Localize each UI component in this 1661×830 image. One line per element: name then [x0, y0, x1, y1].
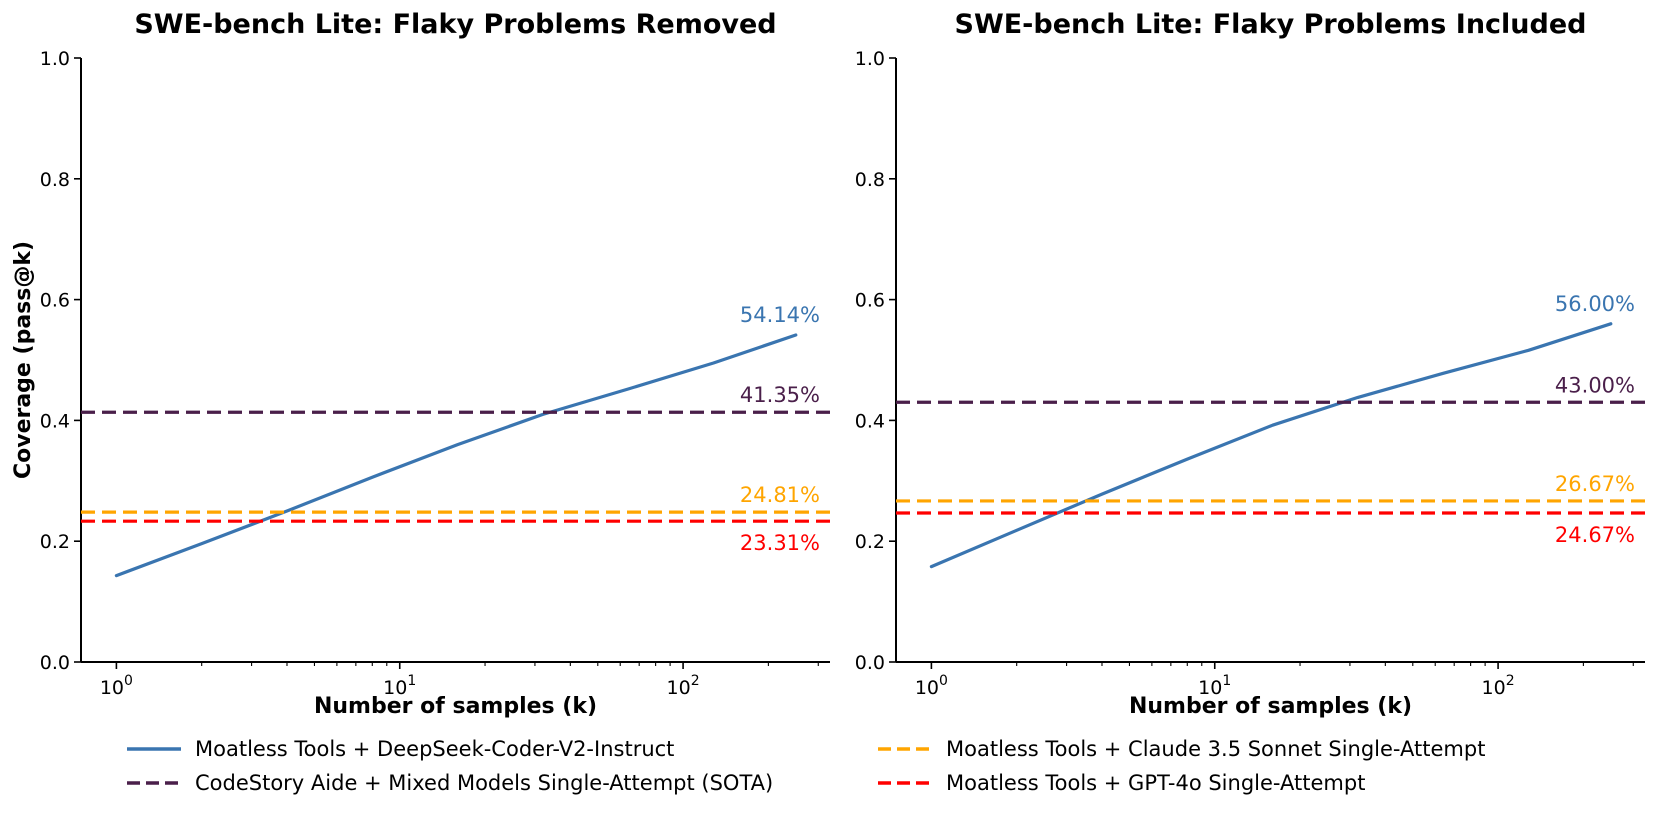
legend-swatch-deepseek — [127, 747, 181, 751]
x-tick-exponent: 2 — [1506, 673, 1515, 689]
series-label-4: 23.31% — [740, 531, 820, 555]
x-tick-base: 10 — [383, 677, 407, 699]
y-tick-label: 0.0 — [855, 652, 885, 674]
y-axis-label: Coverage (pass@k) — [11, 241, 36, 479]
x-tick-label: 100 — [915, 673, 948, 699]
chart-panel-1: SWE-bench Lite: Flaky Problems Removed 0.… — [11, 9, 830, 719]
y-tick-label: 0.8 — [855, 169, 885, 191]
x-tick-base: 10 — [100, 677, 124, 699]
legend-item-deepseek: Moatless Tools + DeepSeek-Coder-V2-Instr… — [127, 734, 674, 764]
x-tick-base: 10 — [1482, 677, 1506, 699]
legend-label-gpt4o: Moatless Tools + GPT-4o Single-Attempt — [946, 771, 1366, 795]
x-axis-label: Number of samples (k) — [1129, 694, 1412, 719]
x-axis-label: Number of samples (k) — [314, 694, 597, 719]
legend-swatch-gpt4o — [878, 781, 932, 785]
x-tick-base: 10 — [1198, 677, 1222, 699]
legend-label-deepseek: Moatless Tools + DeepSeek-Coder-V2-Instr… — [195, 737, 675, 761]
chart-panel-2: SWE-bench Lite: Flaky Problems Included 0… — [855, 9, 1645, 719]
x-tick-base: 10 — [915, 677, 939, 699]
legend-item-claude: Moatless Tools + Claude 3.5 Sonnet Singl… — [878, 734, 1485, 764]
x-tick-label: 101 — [383, 673, 416, 699]
x-tick-label: 102 — [1482, 673, 1515, 699]
legend: Moatless Tools + DeepSeek-Coder-V2-Instr… — [0, 734, 1661, 824]
x-tick-label: 102 — [667, 673, 700, 699]
y-tick-label: 0.2 — [855, 531, 885, 553]
legend-item-gpt4o: Moatless Tools + GPT-4o Single-Attempt — [878, 768, 1365, 798]
legend-item-codestory: CodeStory Aide + Mixed Models Single-Att… — [127, 768, 773, 798]
series-line-1 — [929, 322, 1613, 569]
x-tick-base: 10 — [667, 677, 691, 699]
series-label-3: 26.67% — [1555, 472, 1635, 496]
figure: SWE-bench Lite: Flaky Problems Removed 0.… — [11, 9, 1645, 719]
series-label-1: 54.14% — [740, 303, 820, 327]
legend-swatch-codestory — [127, 781, 181, 785]
x-tick-label: 101 — [1198, 673, 1231, 699]
y-tick-label: 1.0 — [855, 48, 885, 70]
y-tick-label: 0.6 — [40, 290, 70, 312]
series-label-2: 41.35% — [740, 383, 820, 407]
x-tick-exponent: 2 — [691, 673, 700, 689]
x-tick-exponent: 0 — [124, 673, 133, 689]
x-tick-exponent: 1 — [1222, 673, 1231, 689]
y-tick-label: 0.4 — [40, 410, 70, 432]
x-tick-exponent: 0 — [939, 673, 948, 689]
series-label-1: 56.00% — [1555, 292, 1635, 316]
x-tick-label: 100 — [100, 673, 133, 699]
series-label-3: 24.81% — [740, 483, 820, 507]
legend-label-claude: Moatless Tools + Claude 3.5 Sonnet Singl… — [946, 737, 1486, 761]
x-tick-exponent: 1 — [407, 673, 416, 689]
series-label-4: 24.67% — [1555, 523, 1635, 547]
y-tick-label: 0.8 — [40, 169, 70, 191]
y-tick-label: 0.2 — [40, 531, 70, 553]
series-line-1 — [114, 333, 798, 578]
chart-title: SWE-bench Lite: Flaky Problems Included — [955, 9, 1587, 40]
y-tick-label: 0.0 — [40, 652, 70, 674]
legend-swatch-claude — [878, 747, 932, 751]
y-tick-label: 0.4 — [855, 410, 885, 432]
legend-label-codestory: CodeStory Aide + Mixed Models Single-Att… — [195, 771, 774, 795]
y-tick-label: 0.6 — [855, 290, 885, 312]
series-label-2: 43.00% — [1555, 373, 1635, 397]
chart-title: SWE-bench Lite: Flaky Problems Removed — [134, 9, 776, 40]
y-tick-label: 1.0 — [40, 48, 70, 70]
